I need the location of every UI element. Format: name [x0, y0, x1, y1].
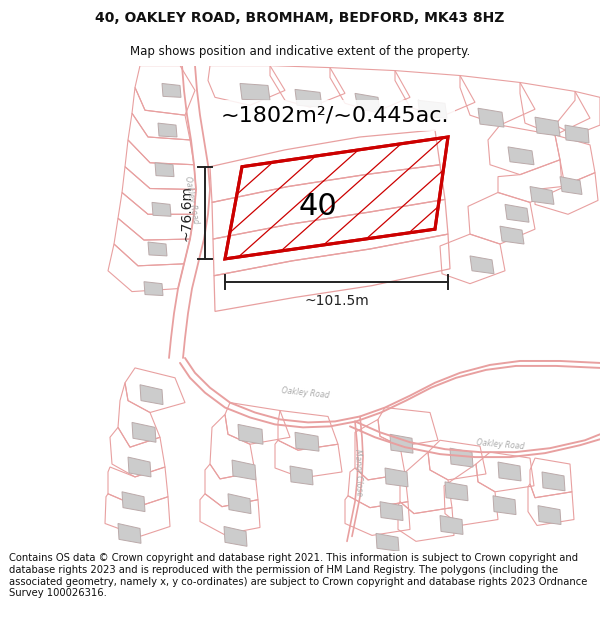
- Polygon shape: [355, 93, 380, 112]
- Polygon shape: [376, 533, 399, 551]
- Polygon shape: [132, 422, 156, 442]
- Text: 40, OAKLEY ROAD, BROMHAM, BEDFORD, MK43 8HZ: 40, OAKLEY ROAD, BROMHAM, BEDFORD, MK43 …: [95, 11, 505, 26]
- Polygon shape: [530, 186, 554, 204]
- Polygon shape: [535, 117, 560, 136]
- Polygon shape: [493, 496, 516, 514]
- Polygon shape: [508, 147, 534, 165]
- Polygon shape: [122, 492, 145, 512]
- Polygon shape: [224, 526, 247, 546]
- Polygon shape: [560, 177, 582, 194]
- Polygon shape: [450, 448, 473, 467]
- Text: Contains OS data © Crown copyright and database right 2021. This information is : Contains OS data © Crown copyright and d…: [9, 553, 587, 598]
- Text: Oakley Road: Oakley Road: [476, 438, 524, 451]
- Polygon shape: [152, 202, 171, 216]
- Text: Map shows position and indicative extent of the property.: Map shows position and indicative extent…: [130, 45, 470, 58]
- Polygon shape: [440, 516, 463, 534]
- Polygon shape: [498, 462, 521, 481]
- Polygon shape: [155, 162, 174, 177]
- Polygon shape: [500, 226, 524, 244]
- Polygon shape: [538, 506, 561, 524]
- Polygon shape: [290, 466, 313, 485]
- Polygon shape: [418, 100, 447, 118]
- Text: Oakley Road: Oakley Road: [184, 175, 200, 224]
- Polygon shape: [232, 460, 256, 480]
- Polygon shape: [295, 89, 322, 107]
- Polygon shape: [240, 84, 270, 100]
- Text: Manor Close: Manor Close: [353, 448, 364, 496]
- Polygon shape: [140, 385, 163, 404]
- Polygon shape: [118, 524, 141, 543]
- Polygon shape: [385, 468, 408, 487]
- Polygon shape: [148, 242, 167, 256]
- Polygon shape: [162, 84, 181, 98]
- Polygon shape: [144, 282, 163, 296]
- Text: Oakley Road: Oakley Road: [281, 386, 329, 399]
- Polygon shape: [565, 125, 589, 143]
- Polygon shape: [505, 204, 529, 222]
- Polygon shape: [478, 108, 504, 127]
- Polygon shape: [380, 502, 403, 521]
- Polygon shape: [158, 123, 177, 137]
- Text: ~1802m²/~0.445ac.: ~1802m²/~0.445ac.: [221, 105, 449, 125]
- Text: 40: 40: [299, 192, 337, 221]
- Polygon shape: [295, 432, 319, 451]
- Text: ~76.6m: ~76.6m: [179, 185, 193, 241]
- Polygon shape: [228, 494, 251, 514]
- Polygon shape: [128, 457, 151, 477]
- Polygon shape: [390, 434, 413, 453]
- Polygon shape: [238, 424, 263, 444]
- Polygon shape: [542, 472, 565, 491]
- Polygon shape: [470, 256, 494, 274]
- Text: ~101.5m: ~101.5m: [304, 294, 369, 308]
- Polygon shape: [445, 482, 468, 501]
